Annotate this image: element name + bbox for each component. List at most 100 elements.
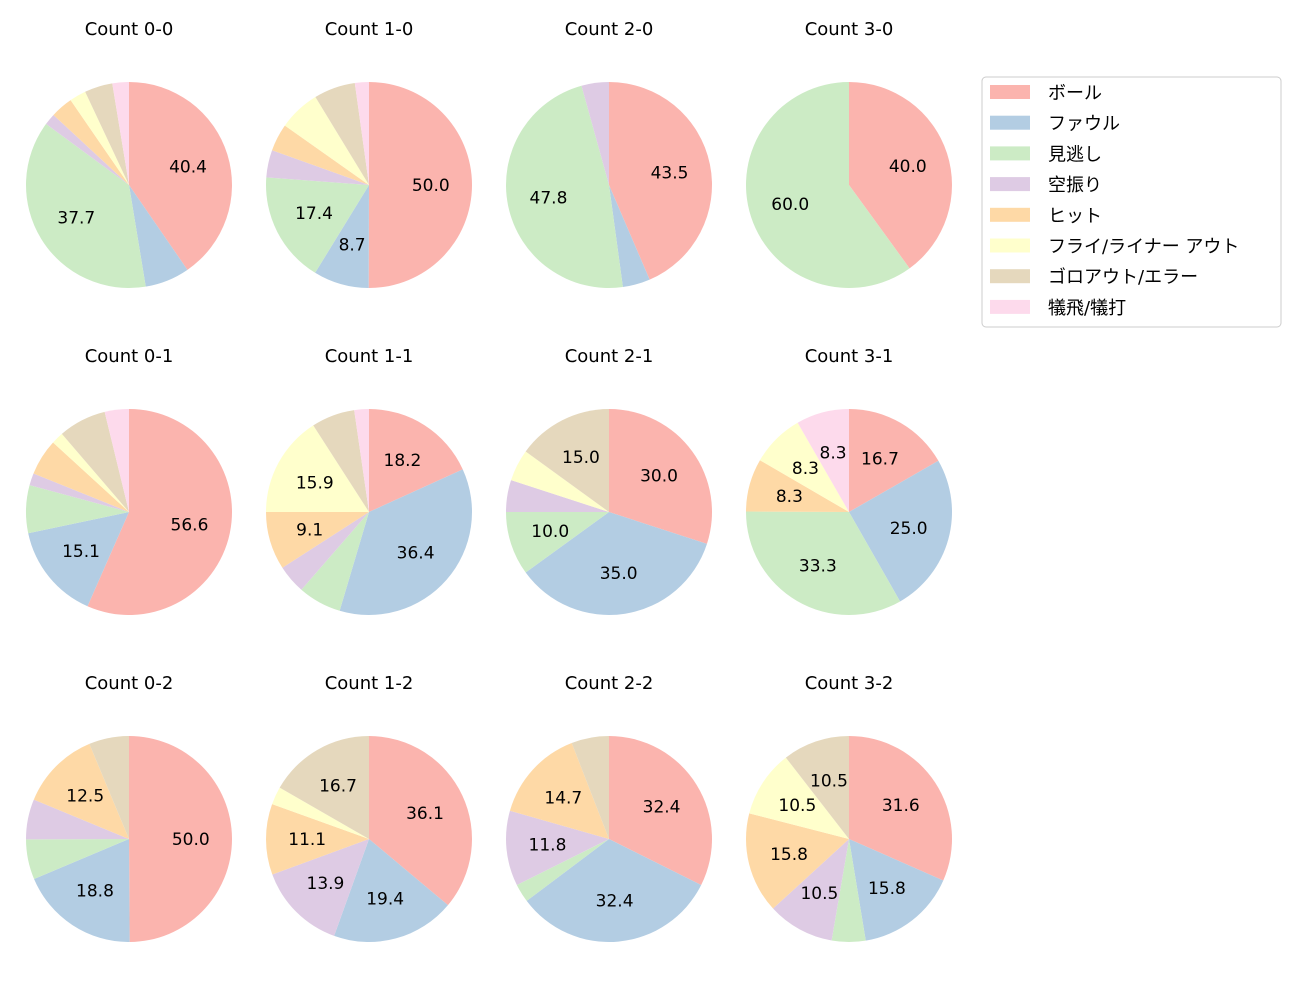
pie-slice: [34, 839, 130, 942]
pie-slice: [85, 83, 129, 185]
pie-slice: [368, 82, 473, 288]
pie-slice: [609, 409, 712, 544]
pie-slice: [46, 114, 130, 185]
pie-slice: [773, 839, 849, 941]
pie-title: Count 1-2: [325, 673, 414, 694]
pie-count-0-0: Count 0-0 40.4 37.7: [25, 19, 232, 288]
pie-count-3-0: Count 3-0 40.0 60.0: [746, 19, 953, 288]
slice-label: 18.8: [76, 882, 114, 902]
pie-slice: [112, 82, 129, 185]
slice-label: 50.0: [412, 176, 450, 196]
pie-slice: [28, 512, 129, 607]
pie-title: Count 3-2: [805, 673, 894, 694]
slice-label: 15.8: [868, 879, 906, 899]
pie-slice: [849, 409, 939, 512]
pie-title: Count 0-2: [85, 673, 174, 694]
slice-label: 32.4: [643, 797, 681, 817]
legend-label: 空振り: [1048, 175, 1102, 196]
pie-title: Count 0-1: [85, 346, 174, 367]
pie-slice: [354, 409, 369, 512]
pie-slice: [849, 460, 953, 602]
pie-slice: [797, 409, 849, 512]
slice-label: 8.3: [820, 443, 847, 463]
pie-slice: [505, 810, 609, 885]
pie-count-2-0: Count 2-0 43.5 47.8: [506, 19, 713, 288]
slice-label: 9.1: [296, 520, 323, 540]
pie-count-0-1: Count 0-1 56.6 15.1: [26, 346, 232, 615]
pie-count-3-2: Count 3-2 31.6 15.8 10.5 15.8 10.5 10.5: [746, 673, 952, 943]
pie-slice: [749, 757, 849, 839]
pie-slice: [849, 736, 952, 881]
legend-swatch: [990, 269, 1030, 284]
slice-label: 10.5: [810, 772, 848, 792]
pie-slice: [746, 813, 849, 909]
slice-label: 11.1: [288, 830, 326, 850]
slice-label: 33.3: [799, 556, 837, 576]
pie-slice: [53, 433, 129, 512]
pie-slice: [354, 82, 369, 185]
pie-count-1-1: Count 1-1 18.2 36.4 9.1 15.9: [266, 346, 472, 615]
slice-label: 30.0: [640, 467, 678, 487]
pie-slice: [785, 736, 849, 839]
slice-label: 40.0: [889, 157, 927, 177]
pie-slice: [129, 185, 188, 287]
legend-swatch: [990, 238, 1030, 253]
pie-slice: [53, 100, 129, 185]
slice-label: 31.6: [882, 796, 920, 816]
pie-slice: [571, 736, 609, 839]
slice-label: 60.0: [771, 195, 809, 215]
pie-count-2-1: Count 2-1 30.0 35.0 10.0 15.0: [506, 346, 712, 615]
pie-title: Count 0-0: [85, 19, 174, 40]
pie-title: Count 1-1: [325, 346, 414, 367]
pie-slice: [301, 512, 369, 611]
legend-label: ボール: [1048, 83, 1102, 104]
slice-label: 56.6: [171, 516, 209, 536]
pie-slice: [272, 839, 369, 936]
pie-slice: [511, 451, 609, 512]
pie-title: Count 3-0: [805, 19, 894, 40]
legend-label: ヒット: [1048, 206, 1102, 227]
pie-slice: [525, 409, 609, 512]
legend-label: 犠飛/犠打: [1048, 298, 1126, 319]
slice-label: 11.8: [529, 836, 567, 856]
pie-slice: [849, 839, 944, 941]
pie-slice: [25, 799, 129, 840]
pie-slice: [506, 480, 609, 512]
pie-slice: [609, 185, 650, 288]
slice-label: 13.9: [307, 874, 345, 894]
slice-label: 17.4: [295, 204, 333, 224]
legend-swatch: [990, 146, 1030, 161]
pie-slice: [525, 512, 707, 615]
pie-slice: [266, 177, 369, 273]
pie-slice: [33, 743, 129, 839]
pie-count-1-0: Count 1-0 50.0 8.7 17.4: [266, 19, 473, 288]
pie-slice: [284, 97, 369, 185]
pie-slice: [129, 736, 233, 942]
pie-count-0-2: Count 0-2 50.0 18.8 12.5: [25, 673, 233, 942]
pie-slice: [266, 425, 369, 512]
pie-slice: [26, 485, 130, 534]
pie-slice: [89, 736, 129, 839]
pie-slice: [506, 85, 623, 288]
pie-slice: [315, 82, 369, 185]
pie-slice: [516, 839, 609, 901]
legend-label: フライ/ライナー アウト: [1048, 237, 1239, 258]
slice-label: 8.7: [339, 235, 366, 255]
pie-count-1-2: Count 1-2 36.1 19.4 13.9 11.1 16.7: [265, 673, 473, 942]
pie-slice: [313, 410, 369, 512]
slice-label: 36.1: [406, 804, 444, 824]
pie-count-2-2: Count 2-2 32.4 32.4 11.8 14.7: [505, 673, 712, 942]
legend-swatch: [990, 85, 1030, 99]
pie-slice: [369, 736, 473, 906]
pie-slice: [33, 442, 130, 512]
slice-label: 10.5: [800, 884, 838, 904]
pie-slice: [745, 511, 901, 615]
slice-label: 50.0: [172, 830, 210, 850]
pie-slice: [266, 512, 369, 568]
pie-slice: [609, 736, 712, 885]
slice-label: 12.5: [66, 786, 104, 806]
slice-label: 32.4: [596, 892, 634, 912]
pie-title: Count 2-2: [565, 673, 654, 694]
